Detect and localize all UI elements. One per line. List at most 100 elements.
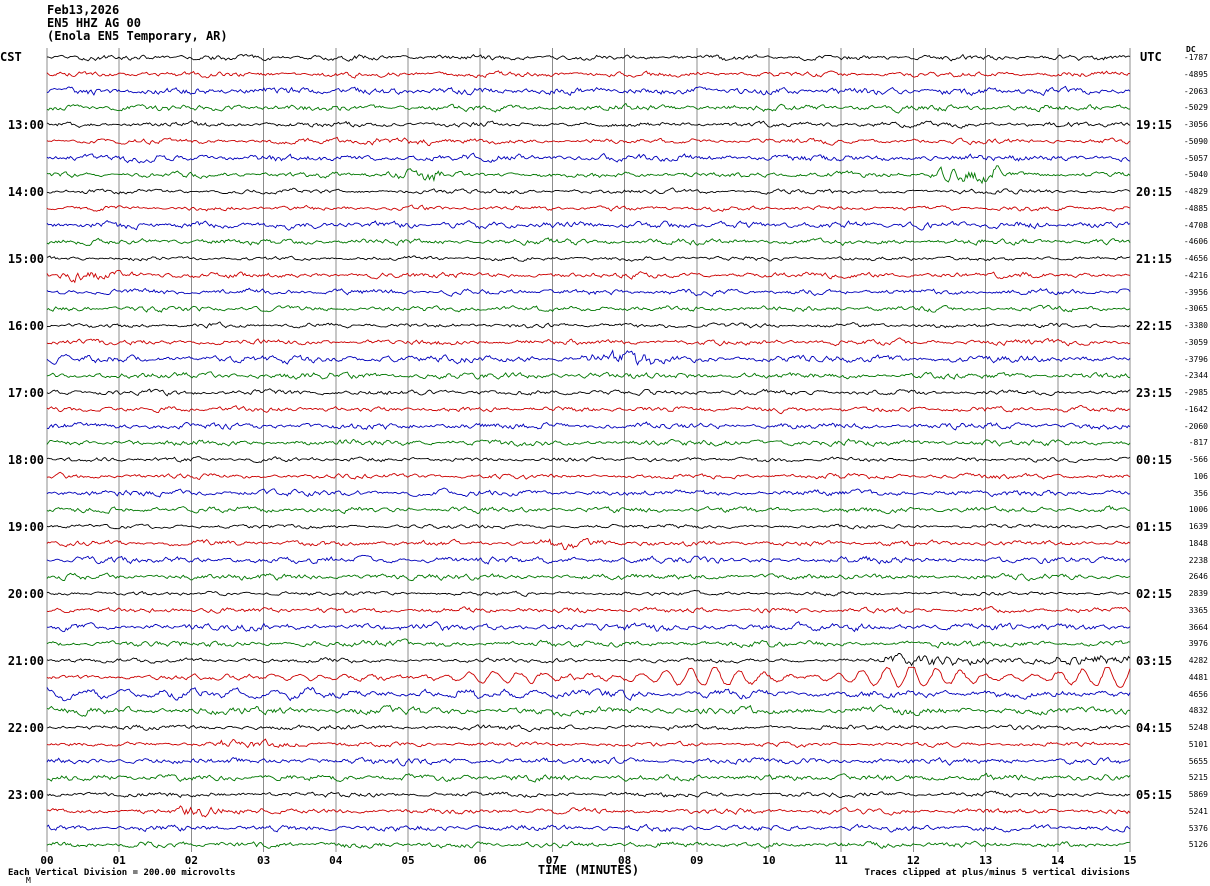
dc-offset-value: 2646 bbox=[1188, 572, 1208, 582]
dc-offset-value: 106 bbox=[1193, 471, 1208, 481]
trace-row bbox=[46, 738, 1131, 749]
x-axis-title: TIME (MINUTES) bbox=[537, 863, 640, 877]
trace-row bbox=[46, 255, 1131, 262]
hour-label-right: 20:15 bbox=[1136, 184, 1173, 199]
trace-row bbox=[46, 120, 1131, 129]
trace-row bbox=[46, 723, 1131, 732]
hour-label-right: 23:15 bbox=[1136, 385, 1173, 400]
scale-note: Each Vertical Division = 200.00 microvol… bbox=[8, 868, 236, 878]
hour-label-left: 13:00 bbox=[7, 117, 44, 132]
trace-row bbox=[46, 220, 1131, 231]
hour-label-right: 01:15 bbox=[1136, 519, 1173, 534]
hour-label-right: 04:15 bbox=[1136, 720, 1173, 735]
hour-label-right: 02:15 bbox=[1136, 586, 1173, 601]
x-tick-label: 11 bbox=[834, 854, 848, 867]
trace-row bbox=[46, 438, 1131, 448]
trace-row bbox=[46, 554, 1131, 565]
trace-row bbox=[46, 152, 1131, 164]
x-tick-label: 03 bbox=[256, 854, 271, 867]
dc-offset-value: -3796 bbox=[1183, 354, 1208, 364]
dc-offset-value: -4885 bbox=[1183, 203, 1208, 213]
hour-label-right: 00:15 bbox=[1136, 452, 1173, 467]
trace-row bbox=[46, 421, 1131, 431]
x-tick-label: 09 bbox=[690, 854, 704, 867]
trace-row bbox=[46, 823, 1131, 833]
trace-row bbox=[46, 388, 1131, 397]
dc-offset-value: -1642 bbox=[1183, 404, 1208, 414]
dc-offset-value: 1848 bbox=[1188, 538, 1208, 548]
dc-offset-value: 1006 bbox=[1188, 505, 1208, 515]
dc-offset-value: -3059 bbox=[1183, 337, 1208, 347]
trace-row bbox=[46, 471, 1131, 481]
dc-offset-value: 5376 bbox=[1188, 823, 1208, 833]
trace-row bbox=[46, 606, 1131, 614]
x-tick-label: 06 bbox=[473, 854, 487, 867]
dc-offset-value: 356 bbox=[1193, 488, 1208, 498]
plot-header: Feb13,2026 EN5 HHZ AG 00 (Enola EN5 Temp… bbox=[47, 4, 228, 43]
dc-offset-value: -3065 bbox=[1183, 304, 1208, 314]
dc-offset-value: -4606 bbox=[1183, 237, 1208, 247]
trace-row bbox=[46, 840, 1131, 850]
hour-label-right: 21:15 bbox=[1136, 251, 1173, 266]
dc-offset-value: 5101 bbox=[1188, 739, 1208, 749]
dc-offset-value: -2063 bbox=[1183, 86, 1208, 96]
dc-offset-value: 3976 bbox=[1188, 639, 1208, 649]
trace-row bbox=[46, 287, 1131, 297]
dc-offset-value: -817 bbox=[1188, 438, 1208, 448]
trace-row bbox=[46, 85, 1131, 97]
hour-label-left: 14:00 bbox=[7, 184, 44, 199]
hour-label-left: 23:00 bbox=[7, 787, 44, 802]
dc-offset-value: -2060 bbox=[1183, 421, 1208, 431]
hour-label-left: 22:00 bbox=[7, 720, 44, 735]
hour-label-left: 16:00 bbox=[7, 318, 44, 333]
trace-row bbox=[46, 805, 1131, 818]
hour-label-right: 19:15 bbox=[1136, 117, 1173, 132]
dc-offset-value: 3365 bbox=[1188, 605, 1208, 615]
trace-row bbox=[46, 456, 1131, 463]
x-tick-label: 10 bbox=[762, 854, 776, 867]
hour-label-left: 19:00 bbox=[7, 519, 44, 534]
trace-row bbox=[46, 523, 1130, 530]
hour-label-left: 20:00 bbox=[7, 586, 44, 601]
x-tick-label: 14 bbox=[1051, 854, 1065, 867]
trace-row bbox=[46, 349, 1131, 366]
x-tick-label: 07 bbox=[545, 854, 560, 867]
dc-offset-value: 5655 bbox=[1188, 756, 1208, 766]
trace-row bbox=[46, 621, 1131, 633]
dc-column-title: DC bbox=[1186, 45, 1196, 54]
dc-offset-value: -5040 bbox=[1183, 170, 1208, 180]
hour-label-left: 17:00 bbox=[7, 385, 44, 400]
hour-label-right: 03:15 bbox=[1136, 653, 1173, 668]
trace-row bbox=[46, 371, 1131, 380]
trace-row bbox=[46, 204, 1131, 212]
dc-offset-value: -3380 bbox=[1183, 321, 1208, 330]
hour-label-right: 05:15 bbox=[1136, 787, 1173, 802]
dc-offset-value: -3956 bbox=[1183, 287, 1208, 297]
dc-offset-value: 2238 bbox=[1188, 555, 1208, 565]
trace-row bbox=[46, 405, 1131, 415]
station-description: (Enola EN5 Temporary, AR) bbox=[47, 29, 228, 43]
corner-mark: M bbox=[26, 876, 31, 885]
date-label: Feb13,2026 bbox=[47, 3, 120, 17]
dc-offset-value: -1787 bbox=[1183, 53, 1208, 62]
dc-offset-value: 1639 bbox=[1188, 522, 1208, 531]
x-tick-label: 05 bbox=[401, 854, 415, 867]
dc-offset-value: -2985 bbox=[1183, 388, 1208, 397]
trace-row bbox=[46, 321, 1131, 329]
hour-label-left: 15:00 bbox=[7, 251, 44, 266]
trace-row bbox=[46, 487, 1131, 498]
dc-offset-value: -5029 bbox=[1183, 103, 1208, 113]
dc-offset-value: -5090 bbox=[1183, 136, 1208, 146]
trace-row bbox=[46, 237, 1131, 247]
x-tick-label: 13 bbox=[978, 854, 993, 867]
dc-offset-value: -4829 bbox=[1183, 187, 1208, 196]
trace-row bbox=[46, 304, 1131, 313]
dc-offset-value: -4895 bbox=[1183, 69, 1208, 79]
trace-row bbox=[46, 772, 1131, 783]
dc-offset-value: -4708 bbox=[1183, 220, 1208, 230]
trace-row bbox=[46, 187, 1131, 195]
x-tick-label: 01 bbox=[112, 854, 126, 867]
right-axis-title: UTC bbox=[1140, 50, 1162, 64]
